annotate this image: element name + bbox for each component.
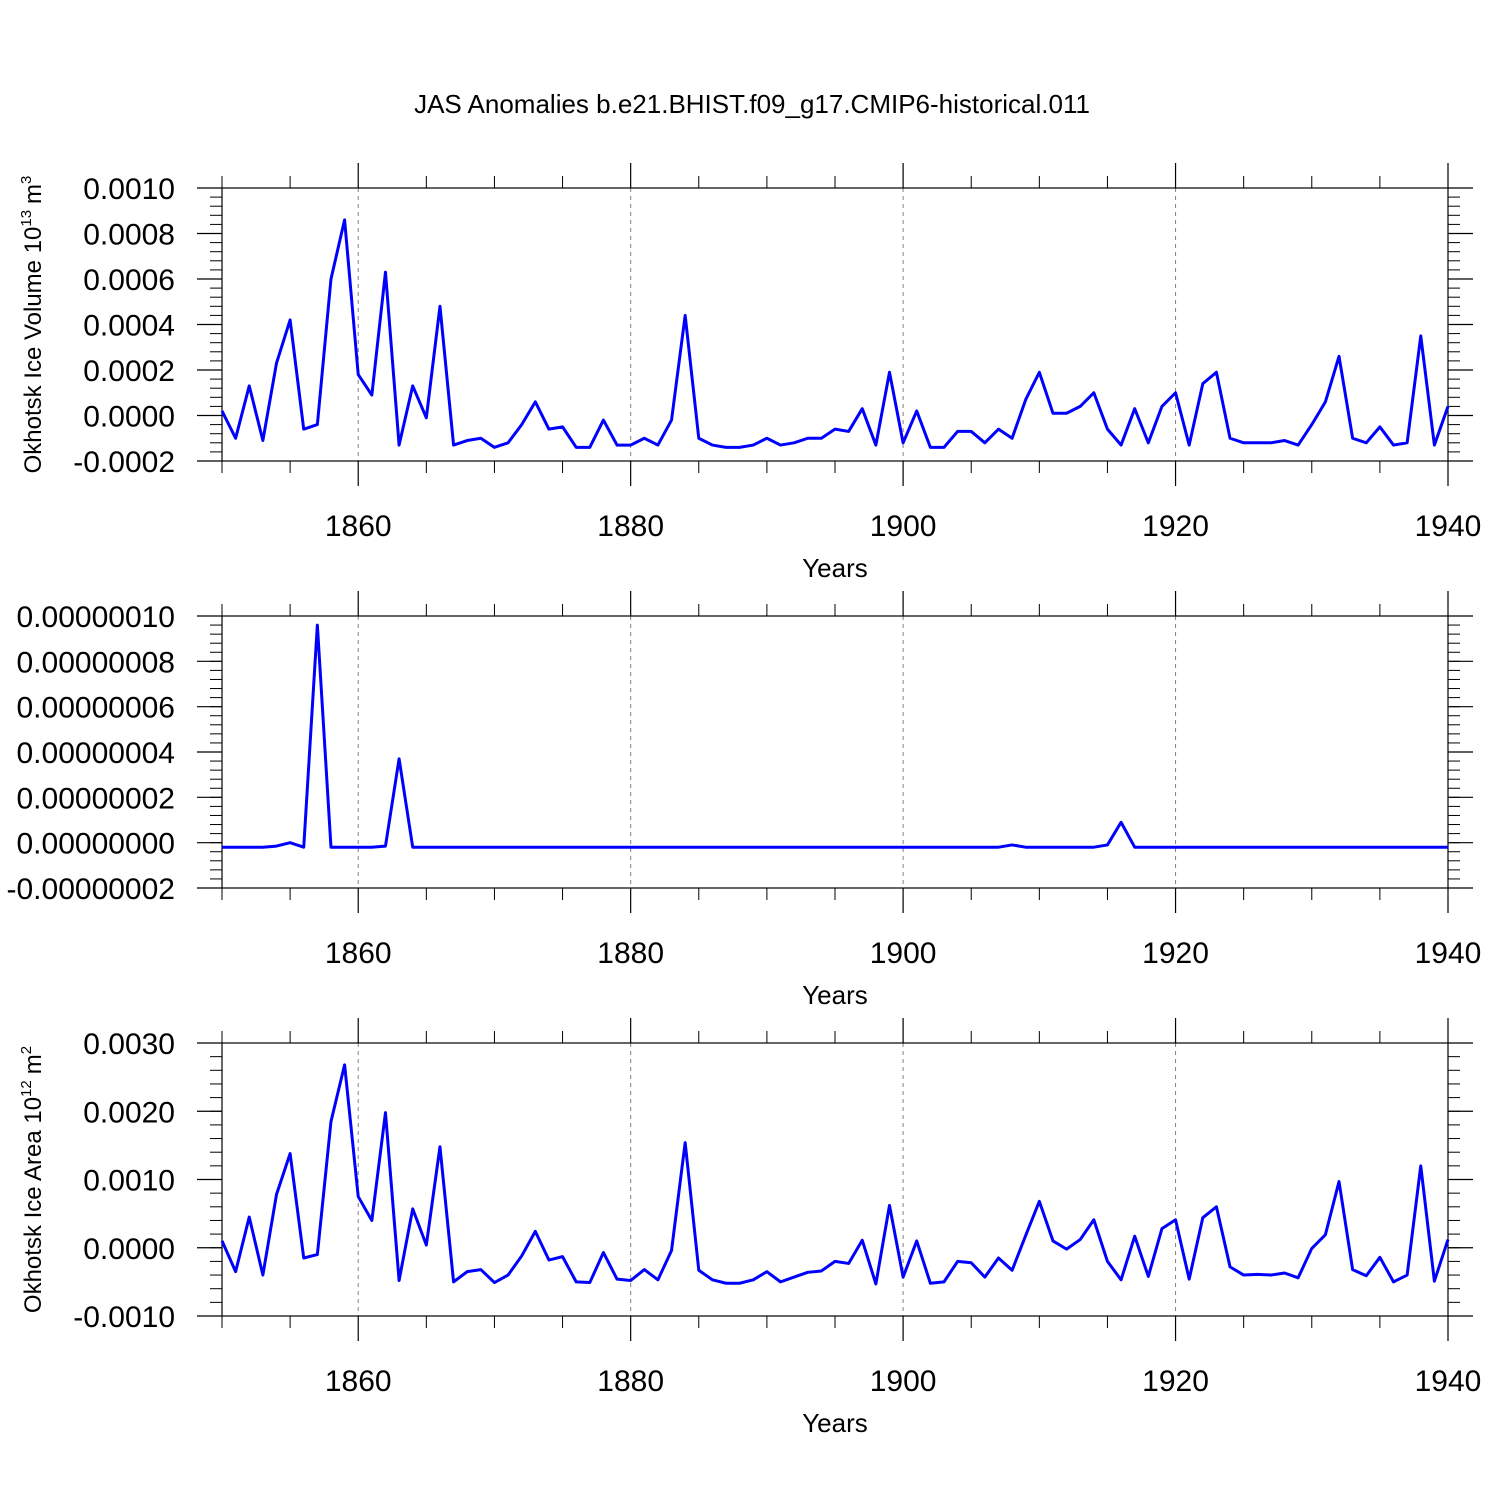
series-line [220,1063,1450,1286]
x-axis-label: Years [802,553,868,583]
x-tick-label: 1920 [1142,1365,1209,1398]
y-tick-label: -0.0002 [73,446,175,479]
y-axis-label-exponent: 13 [18,210,35,227]
y-tick-label: 0.0008 [83,219,175,252]
y-tick-label: 0.00000008 [17,646,176,679]
x-tick-label: 1880 [597,937,664,970]
y-axis-label: Okhotsk Ice Area 1012 m2 [18,1046,47,1313]
x-tick-label: 1940 [1415,937,1482,970]
y-axis-label: Okhotsk Ice Volume 1013 m3 [18,176,47,474]
x-tick-label: 1900 [870,1365,937,1398]
x-tick-label: 1860 [325,510,392,543]
ice-area-panel: 1860 1880 1900 1920 1940 Years -0.0010 0.0000 0.… [18,1018,1481,1438]
y-tick-label: 0.0000 [83,1233,175,1266]
y-tick-label: 0.0030 [83,1028,175,1061]
y-tick-label: 0.0020 [83,1096,175,1129]
y-axis-label-unit-exponent: 2 [18,1046,35,1054]
x-tick-label: 1940 [1415,510,1482,543]
y-axis-label-main: Okhotsk Ice Volume 10 [20,227,47,474]
y-tick-label: 0.00000010 [17,601,176,634]
x-tick-label: 1860 [325,1365,392,1398]
x-tick-label: 1860 [325,937,392,970]
x-axis-label: Years [802,1408,868,1438]
x-tick-label: 1940 [1415,1365,1482,1398]
y-tick-label: 0.0000 [83,401,175,434]
y-axis-label-unit: m [20,184,47,204]
y-tick-label: 0.0004 [83,310,175,343]
y-axis-label-unit: m [20,1054,47,1074]
middle-panel: 1860 1880 1900 1920 1940 Years -0.00000002 0.00… [7,591,1482,1010]
figure-title: JAS Anomalies b.e21.BHIST.f09_g17.CMIP6-… [414,89,1090,119]
x-tick-label: 1900 [870,510,937,543]
x-tick-label: 1880 [597,510,664,543]
y-axis-label-unit-exponent: 3 [18,176,35,184]
x-axis-label: Years [802,980,868,1010]
series-line [222,623,1448,849]
x-tick-label: 1920 [1142,937,1209,970]
y-tick-label: 0.0006 [83,264,175,297]
y-tick-label: 0.0010 [83,1165,175,1198]
y-tick-label: 0.00000006 [17,692,176,725]
y-tick-label: 0.00000004 [17,737,176,770]
y-tick-label: 0.00000002 [17,782,176,815]
ice-volume-panel: 1860 1880 1900 1920 1940 Years -0.0002 0.0000 0.… [18,163,1481,583]
x-tick-label: 1900 [870,937,937,970]
y-tick-label: -0.00000002 [7,873,176,906]
y-axis-label-main: Okhotsk Ice Area 10 [20,1097,47,1313]
y-tick-label: -0.0010 [73,1301,175,1334]
y-tick-label: 0.0002 [83,355,175,388]
x-tick-label: 1920 [1142,510,1209,543]
series-line [220,218,1450,449]
x-tick-label: 1880 [597,1365,664,1398]
y-tick-label: 0.0010 [83,173,175,206]
y-axis-label-exponent: 12 [18,1080,35,1097]
y-tick-label: 0.00000000 [17,828,176,861]
